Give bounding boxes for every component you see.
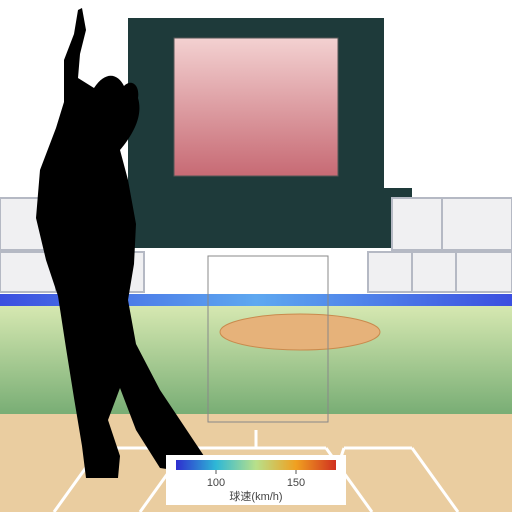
speed-legend: 100 150 球速(km/h) bbox=[166, 455, 346, 505]
field-layer bbox=[220, 314, 380, 350]
svg-text:100: 100 bbox=[207, 477, 225, 489]
chart-svg: 100 150 球速(km/h) bbox=[0, 0, 512, 512]
svg-text:150: 150 bbox=[287, 477, 305, 489]
pitch-chart: 100 150 球速(km/h) bbox=[0, 0, 512, 512]
svg-text:球速(km/h): 球速(km/h) bbox=[229, 489, 282, 503]
